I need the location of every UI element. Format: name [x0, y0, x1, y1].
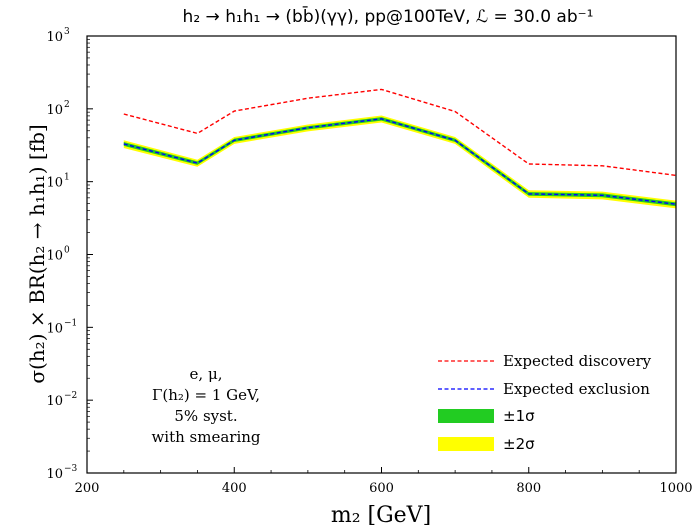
y-tick-exponent: −2 — [64, 391, 77, 401]
legend-swatch-2sigma — [438, 437, 494, 451]
series-line-exclusion — [123, 118, 677, 205]
legend-label-exclusion: Expected exclusion — [503, 380, 650, 398]
legend-swatch-1sigma — [438, 409, 494, 423]
y-tick-label: 10 — [46, 176, 63, 191]
legend-label-discovery: Expected discovery — [503, 352, 652, 370]
x-tick-label: 600 — [369, 481, 394, 496]
legend-label-2sigma: ±2σ — [503, 435, 535, 453]
y-tick-label: 10 — [46, 30, 63, 45]
y-tick-exponent: −1 — [64, 318, 77, 328]
legend: Expected discovery Expected exclusion ±1… — [438, 352, 652, 453]
chart-title: h₂ → h₁h₁ → (bb̄)(γγ), pp@100TeV, ℒ = 30… — [183, 5, 594, 27]
x-axis-label: m₂ [GeV] — [331, 503, 431, 528]
y-axis-label: σ(h₂) × BR(h₂ → h₁h₁) [fb] — [25, 124, 49, 383]
annotation: e, μ, Γ(h₂) = 1 GeV, 5% syst. with smear… — [151, 365, 260, 446]
y-tick-exponent: 2 — [64, 100, 70, 110]
x-tick-label: 200 — [75, 481, 100, 496]
x-tick-label: 1000 — [659, 481, 692, 496]
y-tick-exponent: −3 — [64, 464, 78, 474]
y-tick-exponent: 1 — [64, 173, 70, 183]
legend-label-1sigma: ±1σ — [503, 407, 535, 425]
x-tick-label: 400 — [222, 481, 247, 496]
y-tick-exponent: 0 — [64, 246, 70, 256]
y-tick-label: 10 — [46, 467, 63, 482]
y-tick-label: 10 — [46, 249, 63, 264]
band-2sigma — [123, 115, 677, 209]
annotation-line-3: 5% syst. — [174, 407, 237, 425]
y-tick-label: 10 — [46, 394, 63, 409]
annotation-line-2: Γ(h₂) = 1 GeV, — [152, 386, 260, 404]
x-tick-label: 800 — [516, 481, 541, 496]
annotation-line-1: e, μ, — [190, 365, 223, 383]
annotation-line-4: with smearing — [151, 428, 260, 446]
y-tick-label: 10 — [46, 321, 63, 336]
y-tick-label: 10 — [46, 103, 63, 118]
y-tick-exponent: 3 — [64, 27, 70, 37]
series-line-discovery — [123, 88, 677, 177]
